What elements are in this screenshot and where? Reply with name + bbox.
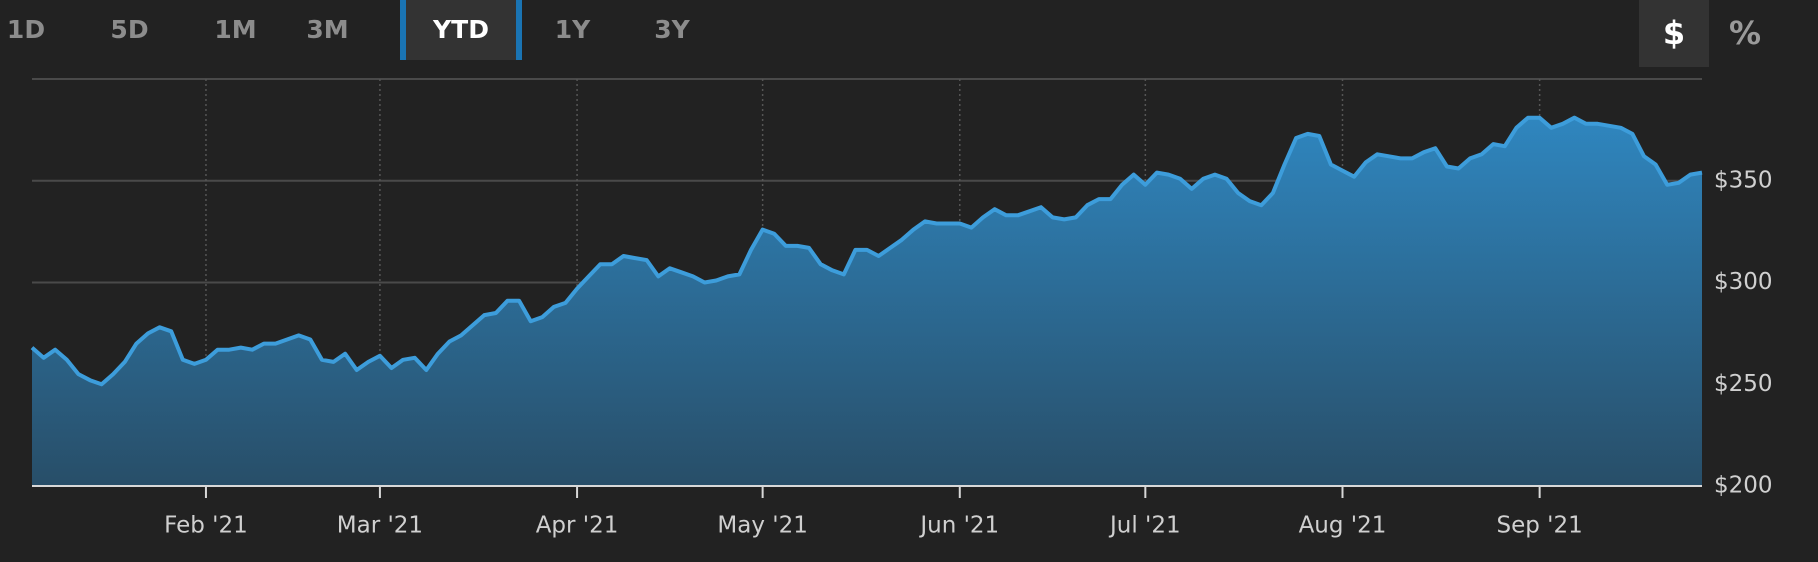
y-tick-label: $200 xyxy=(1714,473,1773,499)
range-button[interactable]: 3Y xyxy=(654,15,690,44)
x-tick-label: Jun '21 xyxy=(918,513,999,539)
x-tick-label: Apr '21 xyxy=(536,513,619,539)
x-tick-label: Sep '21 xyxy=(1497,513,1583,539)
range-button[interactable]: 1Y xyxy=(554,15,591,44)
price-line xyxy=(30,115,1703,387)
x-tick-label: Jul '21 xyxy=(1108,513,1181,539)
area-fill xyxy=(32,117,1702,486)
range-button[interactable]: 5D xyxy=(110,15,149,44)
y-tick-label: $350 xyxy=(1714,167,1773,193)
range-button[interactable]: YTD xyxy=(400,0,522,60)
y-tick-label: $250 xyxy=(1714,371,1773,397)
unit-button[interactable]: $ xyxy=(1639,0,1709,67)
range-button[interactable]: 3M xyxy=(306,15,349,44)
range-button[interactable]: 1M xyxy=(214,15,257,44)
y-tick-label: $300 xyxy=(1714,269,1773,295)
unit-button[interactable]: % xyxy=(1728,14,1762,52)
x-tick-label: Feb '21 xyxy=(164,513,248,539)
x-tick-label: May '21 xyxy=(717,513,807,539)
x-tick-label: Mar '21 xyxy=(337,513,423,539)
x-tick-label: Aug '21 xyxy=(1299,513,1387,539)
range-button[interactable]: 1D xyxy=(6,15,46,44)
